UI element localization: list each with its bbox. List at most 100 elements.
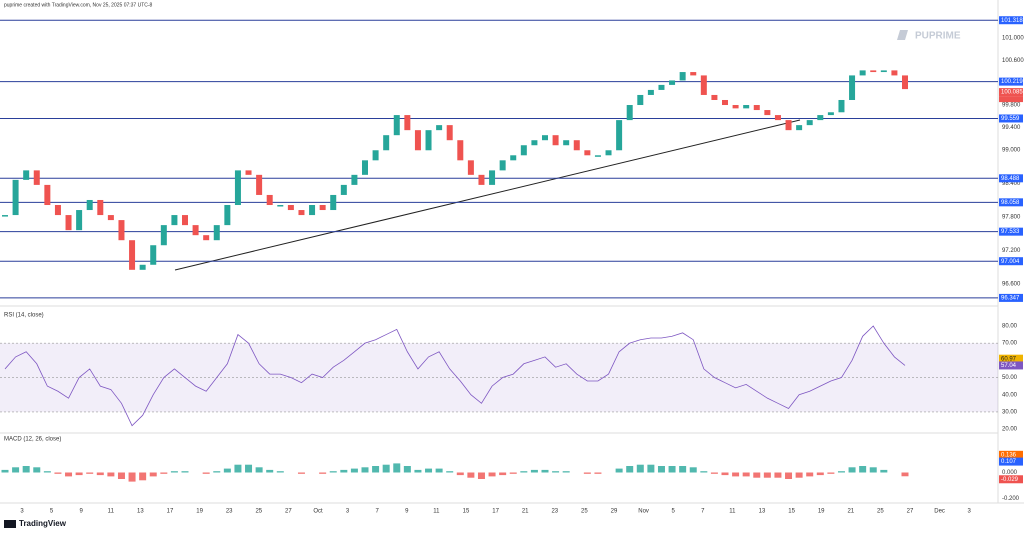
histogram-bar	[128, 472, 136, 482]
histogram-bar	[329, 471, 337, 473]
x-tick-label: 29	[611, 509, 618, 515]
x-tick-label: 5	[50, 509, 54, 515]
candle	[658, 84, 665, 90]
histogram-bar	[234, 464, 242, 473]
histogram-bar	[562, 471, 570, 473]
y-tick-label: 40.00	[1002, 392, 1018, 398]
x-tick-label: 3	[20, 509, 24, 515]
histogram-bar	[732, 472, 740, 477]
histogram-bar	[86, 472, 94, 474]
histogram-bar	[742, 472, 750, 477]
candle	[340, 184, 347, 195]
y-tick-label: 96.600	[1002, 281, 1021, 287]
y-tick-label: 97.800	[1002, 214, 1021, 220]
histogram-bar	[372, 466, 380, 473]
y-tick-label: 50.00	[1002, 375, 1018, 381]
x-tick-label: 17	[492, 509, 499, 515]
trend-line	[174, 119, 801, 271]
candle	[309, 205, 316, 216]
candle	[785, 120, 792, 131]
histogram-bar	[255, 467, 263, 473]
candle	[404, 115, 411, 131]
candle	[796, 125, 803, 131]
histogram-bar	[848, 467, 856, 473]
y-tick-label: 99.000	[1002, 147, 1021, 153]
candle	[44, 184, 51, 206]
candle	[12, 179, 19, 216]
candle	[107, 215, 114, 221]
histogram-bar	[520, 471, 528, 473]
candle	[266, 194, 273, 206]
candle	[425, 130, 432, 151]
level-label-box	[999, 16, 1023, 25]
candle	[150, 245, 157, 265]
histogram-bar	[96, 472, 104, 476]
candle	[213, 225, 220, 241]
level-label: 97.004	[1001, 259, 1020, 265]
candle	[806, 120, 813, 126]
candle	[446, 125, 453, 141]
candle	[880, 70, 887, 73]
candle	[362, 160, 368, 175]
rsi-band	[0, 343, 998, 412]
x-tick-label: 11	[729, 509, 736, 515]
x-tick-label: 15	[463, 509, 470, 515]
candle	[563, 140, 570, 146]
x-tick-label: 23	[551, 509, 558, 515]
histogram-bar	[837, 471, 845, 473]
y-tick-label: 98.400	[1002, 181, 1021, 187]
level-label: 101.318	[1001, 18, 1023, 24]
candle	[65, 215, 72, 231]
histogram-bar	[160, 472, 168, 474]
x-tick-label: 27	[907, 509, 914, 515]
candle	[319, 205, 326, 211]
candle	[76, 210, 83, 231]
candle	[489, 170, 496, 185]
countdown-bg	[999, 96, 1023, 103]
histogram-bar	[869, 467, 877, 473]
candle	[732, 105, 739, 109]
x-tick-label: 3	[346, 509, 350, 515]
level-label-box	[999, 77, 1023, 86]
histogram-bar	[626, 466, 634, 473]
histogram-bar	[689, 467, 697, 473]
candle	[160, 225, 167, 246]
histogram-bar	[149, 472, 157, 477]
pane-title: RSI (14, close)	[4, 313, 44, 319]
histogram-bar	[880, 469, 888, 473]
x-tick-label: 13	[137, 509, 144, 515]
histogram-bar	[806, 472, 814, 477]
candle	[23, 170, 30, 180]
candle	[891, 70, 898, 76]
candle	[542, 135, 548, 141]
x-tick-label: 19	[196, 509, 203, 515]
histogram-bar	[361, 467, 369, 473]
candle	[393, 115, 400, 136]
candle	[414, 130, 421, 151]
macd-label-box	[999, 450, 1023, 459]
histogram-bar	[1, 469, 9, 473]
histogram-bar	[297, 472, 305, 474]
last-price: 100.085	[1001, 90, 1023, 96]
last-price-box	[999, 88, 1023, 97]
y-tick-label: 20.00	[1002, 427, 1018, 433]
x-tick-label: 7	[701, 509, 705, 515]
brand-icon	[4, 520, 16, 528]
rsi-label-box	[999, 361, 1023, 370]
candle	[700, 75, 707, 95]
candle	[573, 140, 580, 151]
histogram-bar	[350, 468, 358, 473]
level-label: 98.058	[1001, 200, 1020, 206]
y-tick-label: 99.800	[1002, 103, 1021, 109]
candle	[436, 125, 443, 131]
histogram-bar	[647, 464, 655, 473]
candle	[859, 70, 866, 76]
candle	[849, 75, 856, 100]
level-label: 96.347	[1001, 295, 1020, 301]
candle	[722, 99, 728, 106]
x-tick-label: Dec	[934, 509, 945, 515]
candle	[764, 110, 771, 116]
caption: puprime created with TradingView.com, No…	[4, 2, 153, 8]
level-label-box	[999, 114, 1023, 123]
